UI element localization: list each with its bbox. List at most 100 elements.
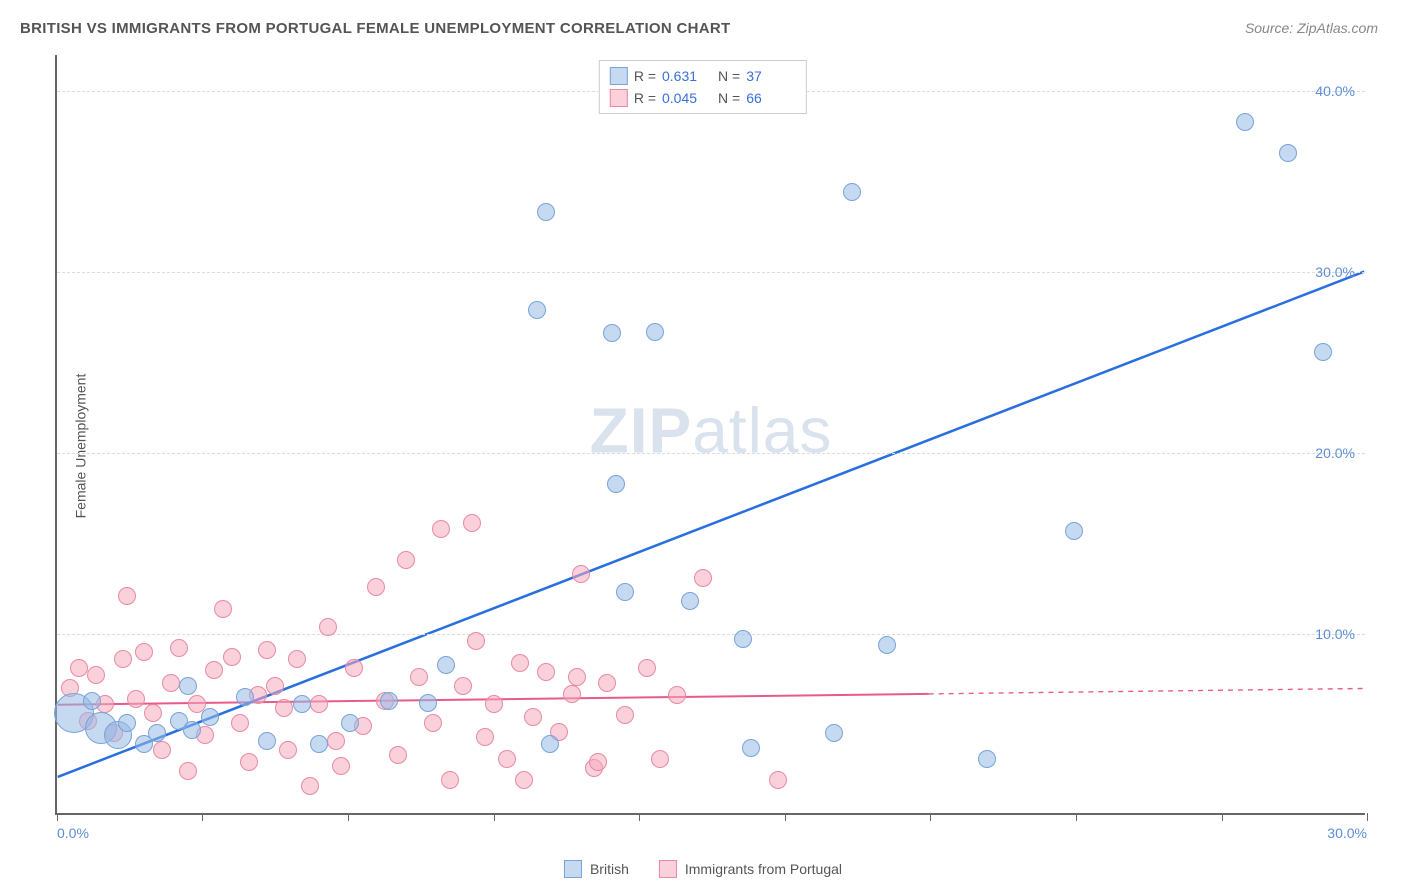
legend-label: British — [590, 861, 629, 877]
british-point — [1065, 522, 1083, 540]
legend-swatch — [610, 89, 628, 107]
british-point — [681, 592, 699, 610]
british-point — [341, 714, 359, 732]
british-point — [607, 475, 625, 493]
n-value: 66 — [746, 90, 796, 106]
y-tick-label: 20.0% — [1315, 445, 1355, 461]
british-point — [201, 708, 219, 726]
legend-swatch — [610, 67, 628, 85]
portugal-point — [127, 690, 145, 708]
n-label: N = — [718, 90, 740, 106]
x-tick-label: 30.0% — [1327, 825, 1367, 841]
portugal-point — [572, 565, 590, 583]
portugal-point — [537, 663, 555, 681]
portugal-point — [668, 686, 686, 704]
x-tick — [930, 813, 931, 821]
british-point — [825, 724, 843, 742]
chart-title: BRITISH VS IMMIGRANTS FROM PORTUGAL FEMA… — [20, 20, 731, 37]
portugal-point — [651, 750, 669, 768]
british-point — [537, 203, 555, 221]
r-value: 0.631 — [662, 68, 712, 84]
portugal-point — [694, 569, 712, 587]
british-point — [1279, 144, 1297, 162]
r-label: R = — [634, 68, 656, 84]
bottom-legend: British Immigrants from Portugal — [564, 860, 842, 878]
trend-line — [929, 688, 1365, 693]
british-point — [310, 735, 328, 753]
british-point — [293, 695, 311, 713]
bottom-legend-item: Immigrants from Portugal — [659, 860, 842, 878]
x-tick — [202, 813, 203, 821]
portugal-point — [476, 728, 494, 746]
portugal-point — [563, 685, 581, 703]
portugal-point — [153, 741, 171, 759]
british-point — [528, 301, 546, 319]
portugal-point — [240, 753, 258, 771]
grid-line — [57, 272, 1365, 273]
portugal-point — [327, 732, 345, 750]
x-tick — [494, 813, 495, 821]
british-point — [437, 656, 455, 674]
british-point — [1314, 343, 1332, 361]
british-point — [603, 324, 621, 342]
n-value: 37 — [746, 68, 796, 84]
portugal-point — [214, 600, 232, 618]
portugal-point — [441, 771, 459, 789]
legend-swatch — [659, 860, 677, 878]
portugal-point — [432, 520, 450, 538]
y-tick-label: 30.0% — [1315, 264, 1355, 280]
british-point — [419, 694, 437, 712]
legend-swatch — [564, 860, 582, 878]
portugal-point — [144, 704, 162, 722]
portugal-point — [389, 746, 407, 764]
british-point — [616, 583, 634, 601]
grid-line — [57, 453, 1365, 454]
portugal-point — [288, 650, 306, 668]
portugal-point — [616, 706, 634, 724]
portugal-point — [266, 677, 284, 695]
portugal-point — [319, 618, 337, 636]
portugal-point — [463, 514, 481, 532]
portugal-point — [70, 659, 88, 677]
portugal-point — [332, 757, 350, 775]
portugal-point — [310, 695, 328, 713]
x-tick — [1076, 813, 1077, 821]
portugal-point — [498, 750, 516, 768]
x-tick — [639, 813, 640, 821]
british-point — [258, 732, 276, 750]
british-point — [878, 636, 896, 654]
stats-legend: R =0.631N =37R =0.045N =66 — [599, 60, 807, 114]
portugal-point — [367, 578, 385, 596]
portugal-point — [410, 668, 428, 686]
x-tick — [57, 813, 58, 821]
british-point — [541, 735, 559, 753]
watermark: ZIPatlas — [590, 393, 833, 467]
portugal-point — [223, 648, 241, 666]
x-tick-label: 0.0% — [57, 825, 89, 841]
portugal-point — [524, 708, 542, 726]
british-point — [135, 735, 153, 753]
r-label: R = — [634, 90, 656, 106]
portugal-point — [179, 762, 197, 780]
portugal-point — [279, 741, 297, 759]
portugal-point — [231, 714, 249, 732]
portugal-point — [511, 654, 529, 672]
stats-legend-row: R = 0.631 N = 37 — [610, 65, 796, 87]
x-tick — [1367, 813, 1368, 821]
british-point — [843, 183, 861, 201]
portugal-point — [301, 777, 319, 795]
watermark-atlas: atlas — [692, 394, 832, 466]
british-point — [179, 677, 197, 695]
portugal-point — [485, 695, 503, 713]
british-point — [380, 692, 398, 710]
portugal-point — [568, 668, 586, 686]
portugal-point — [118, 587, 136, 605]
portugal-point — [87, 666, 105, 684]
portugal-point — [170, 639, 188, 657]
portugal-point — [275, 699, 293, 717]
watermark-zip: ZIP — [590, 394, 693, 466]
portugal-point — [589, 753, 607, 771]
portugal-point — [515, 771, 533, 789]
n-label: N = — [718, 68, 740, 84]
british-point — [646, 323, 664, 341]
